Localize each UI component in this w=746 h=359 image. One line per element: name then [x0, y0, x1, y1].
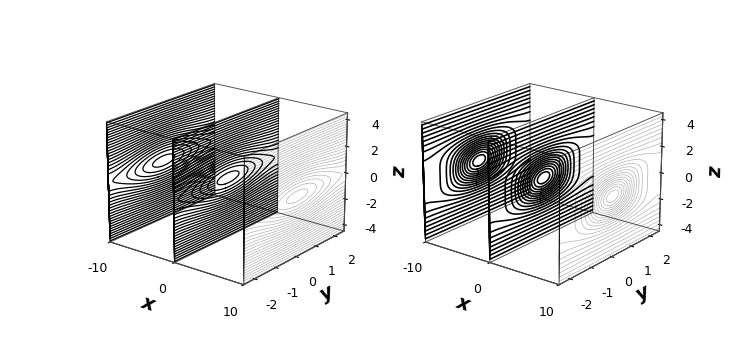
Y-axis label: $\boldsymbol{y}$: $\boldsymbol{y}$: [633, 283, 656, 307]
X-axis label: $\boldsymbol{x}$: $\boldsymbol{x}$: [454, 293, 474, 315]
X-axis label: $\boldsymbol{x}$: $\boldsymbol{x}$: [138, 293, 159, 315]
Y-axis label: $\boldsymbol{y}$: $\boldsymbol{y}$: [318, 283, 340, 307]
